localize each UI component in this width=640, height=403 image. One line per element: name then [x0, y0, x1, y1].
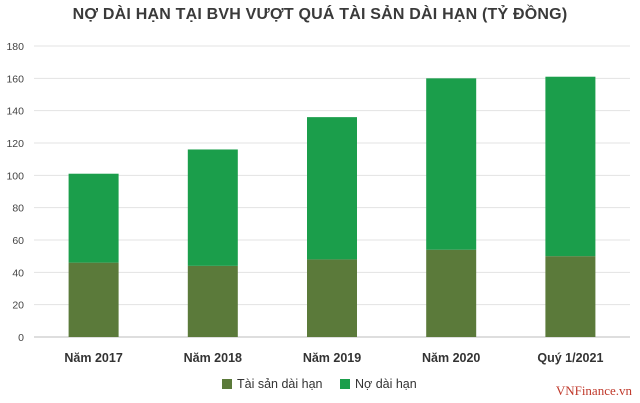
legend-swatch [222, 379, 232, 389]
y-tick-label: 140 [6, 106, 24, 118]
bar-tai-san-dai-han [68, 262, 119, 337]
legend-label: Nợ dài hạn [355, 377, 417, 391]
y-tick-label: 80 [12, 203, 24, 215]
watermark: VNFinance.vn [555, 383, 632, 398]
bar-tai-san-dai-han [426, 249, 477, 337]
y-tick-label: 100 [6, 170, 24, 182]
bar-tai-san-dai-han [187, 265, 238, 337]
y-tick-label: 40 [12, 267, 24, 279]
bar-tai-san-dai-han [545, 256, 596, 337]
y-tick-label: 160 [6, 73, 24, 85]
x-category-label: Năm 2020 [422, 351, 480, 365]
x-category-label: Năm 2017 [64, 351, 122, 365]
legend-swatch [340, 379, 350, 389]
x-category-label: Năm 2019 [303, 351, 361, 365]
bar-no-dai-han [307, 117, 357, 260]
bar-no-dai-han [545, 76, 596, 257]
y-tick-label: 20 [12, 300, 24, 312]
bar-tai-san-dai-han [307, 259, 357, 337]
bar-no-dai-han [426, 78, 477, 250]
y-tick-label: 120 [6, 138, 24, 150]
legend-label: Tài sản dài hạn [237, 377, 323, 391]
bar-no-dai-han [68, 173, 119, 263]
x-category-label: Quý 1/2021 [537, 351, 603, 365]
y-tick-label: 180 [6, 41, 24, 53]
y-tick-label: 0 [18, 332, 24, 344]
bar-no-dai-han [187, 149, 238, 266]
y-tick-label: 60 [12, 235, 24, 247]
x-category-label: Năm 2018 [184, 351, 242, 365]
chart-title: NỢ DÀI HẠN TẠI BVH VƯỢT QUÁ TÀI SẢN DÀI … [72, 6, 568, 23]
